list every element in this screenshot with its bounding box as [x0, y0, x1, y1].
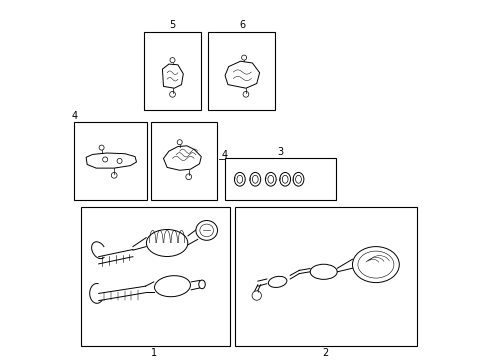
Ellipse shape [234, 172, 244, 186]
Ellipse shape [292, 172, 303, 186]
Bar [235, 207, 416, 346]
Ellipse shape [265, 172, 276, 186]
Ellipse shape [268, 276, 286, 287]
Circle shape [102, 157, 107, 162]
Ellipse shape [154, 276, 190, 297]
Bar [81, 207, 230, 346]
Circle shape [170, 58, 175, 63]
Ellipse shape [309, 264, 337, 279]
Circle shape [251, 291, 261, 300]
Ellipse shape [252, 175, 258, 183]
Circle shape [111, 172, 117, 178]
Text: 1: 1 [151, 348, 157, 358]
Ellipse shape [279, 172, 290, 186]
Ellipse shape [249, 172, 260, 186]
Circle shape [185, 174, 191, 180]
Ellipse shape [357, 251, 393, 278]
Text: 4: 4 [71, 111, 78, 121]
Ellipse shape [199, 280, 205, 289]
Ellipse shape [200, 224, 213, 237]
Text: 3: 3 [277, 147, 283, 157]
Ellipse shape [282, 175, 287, 183]
Bar [151, 122, 217, 200]
Ellipse shape [237, 175, 242, 183]
Polygon shape [163, 146, 201, 170]
Text: 5: 5 [169, 19, 175, 30]
Circle shape [169, 91, 175, 97]
Circle shape [243, 91, 248, 97]
Text: 2: 2 [322, 348, 328, 358]
Bar [208, 32, 275, 110]
Bar [73, 122, 147, 200]
Bar [143, 32, 201, 110]
Ellipse shape [352, 247, 399, 283]
Circle shape [177, 140, 182, 145]
Ellipse shape [295, 175, 301, 183]
Circle shape [241, 55, 246, 60]
Ellipse shape [146, 230, 187, 256]
Bar [224, 158, 336, 200]
Ellipse shape [267, 175, 273, 183]
Circle shape [99, 145, 104, 150]
Polygon shape [224, 61, 259, 88]
Circle shape [117, 158, 122, 163]
Text: 4: 4 [221, 150, 227, 160]
Polygon shape [162, 64, 183, 88]
Polygon shape [86, 153, 136, 168]
Text: 6: 6 [239, 19, 244, 30]
Ellipse shape [196, 220, 217, 240]
